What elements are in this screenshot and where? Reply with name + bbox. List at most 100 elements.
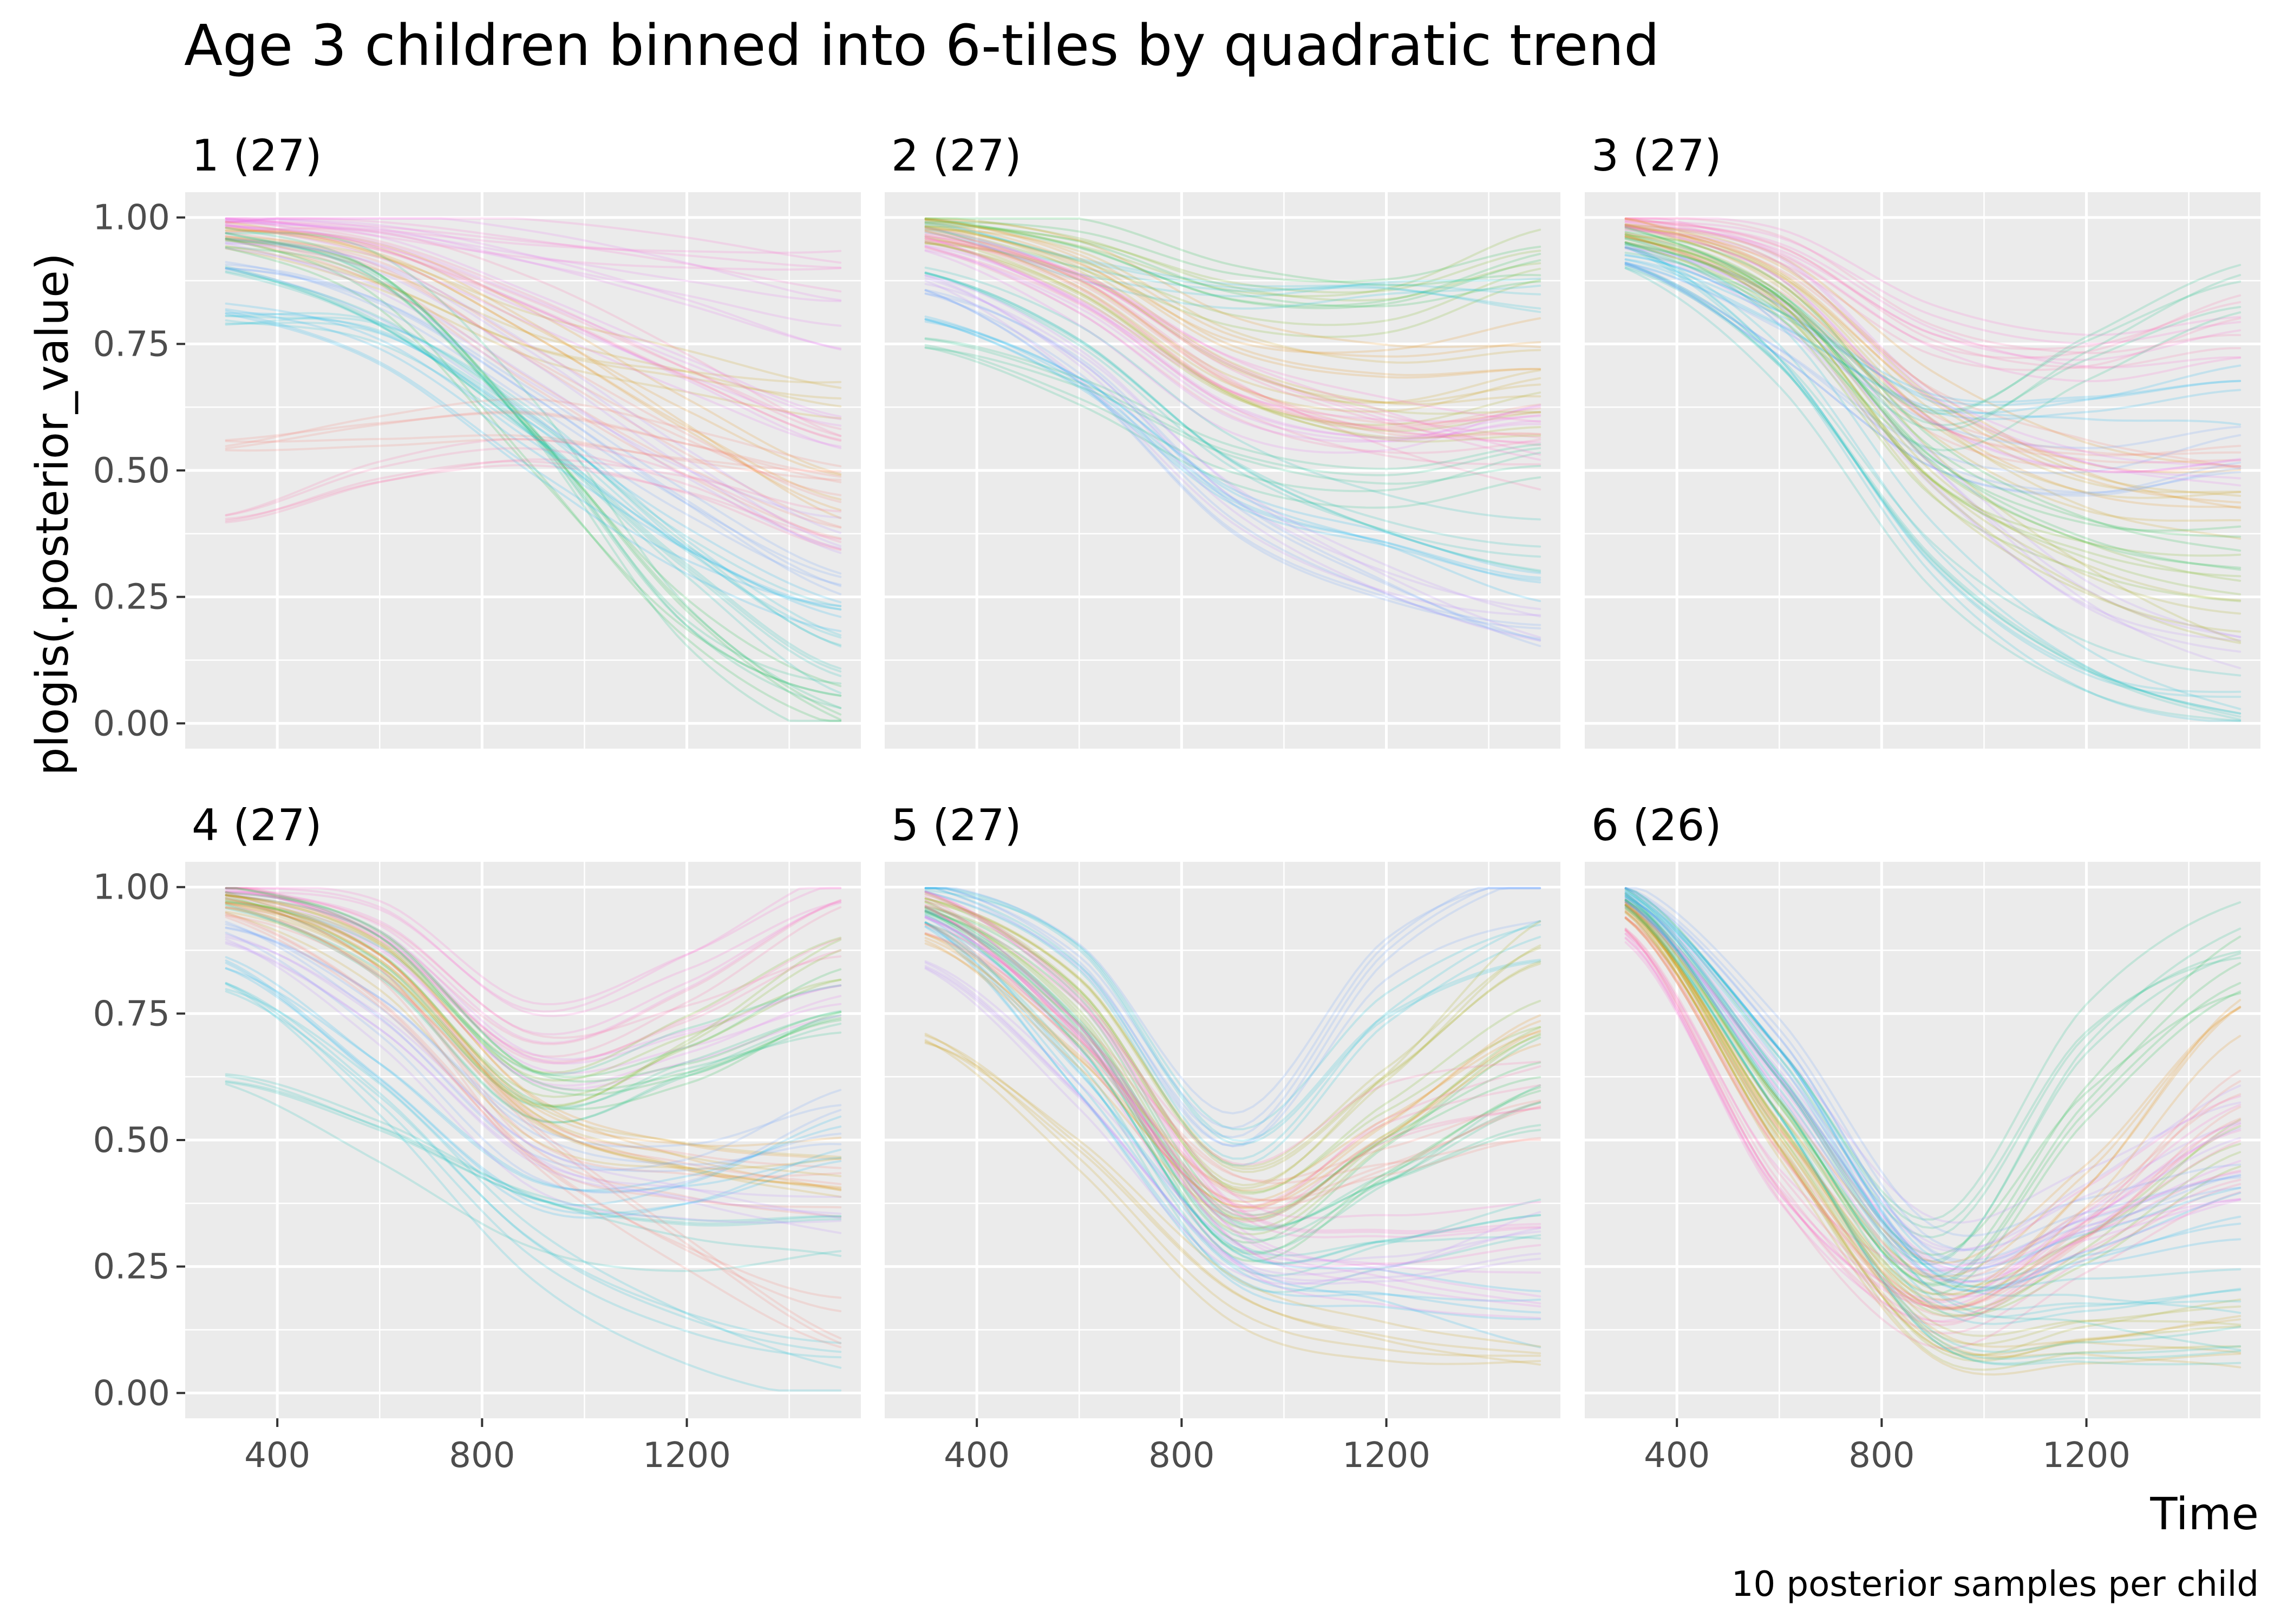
series-line: [1624, 224, 2242, 468]
series-line: [225, 896, 842, 1110]
series-line: [924, 236, 1541, 423]
series-line: [1624, 217, 2242, 355]
series-line: [924, 225, 1541, 310]
series-line: [225, 932, 842, 1194]
series-line: [225, 217, 842, 271]
series-line: [924, 292, 1541, 647]
series-line: [1624, 246, 2242, 639]
series-line: [225, 224, 842, 421]
series-line: [1624, 887, 2242, 1265]
series-line: [1624, 253, 2242, 403]
series-line: [1624, 887, 2242, 1252]
series-line: [225, 1080, 842, 1222]
series-line: [924, 231, 1541, 298]
series-line: [924, 890, 1541, 1239]
series-line: [1624, 267, 2242, 721]
series-line: [924, 241, 1541, 443]
series-line: [924, 277, 1541, 611]
x-tick-label: 1200: [1342, 1436, 1430, 1476]
series-line: [225, 914, 842, 1340]
series-line: [225, 888, 842, 1075]
series-line: [225, 983, 842, 1392]
y-tick-label: 0.50: [93, 1121, 171, 1161]
series-line: [1624, 890, 2242, 1293]
series-line: [1624, 937, 2242, 1308]
x-tick-label: 400: [1644, 1436, 1710, 1476]
x-axis-title: Time: [2149, 1489, 2259, 1540]
series-line: [1624, 899, 2242, 1351]
series-line: [225, 224, 842, 441]
series-line: [225, 887, 842, 1013]
series-line: [225, 911, 842, 1191]
series-line: [225, 907, 842, 1111]
y-tick-label: 0.25: [93, 1247, 171, 1287]
series-line: [924, 915, 1541, 1308]
series-line: [1624, 229, 2242, 480]
y-tick-label: 0.75: [93, 324, 171, 364]
series-line: [924, 218, 1541, 358]
series-line: [924, 933, 1541, 1192]
series-line: [225, 247, 842, 420]
facet-panel: 5 (27) 400 800 1200: [885, 800, 1560, 1476]
series-line: [924, 914, 1541, 1265]
series-line: [225, 223, 842, 448]
facet-panel: 3 (27): [1585, 130, 2260, 749]
series-line: [1624, 904, 2242, 1353]
series-line: [1624, 233, 2242, 595]
series-line: [924, 231, 1541, 428]
series-line: [924, 891, 1541, 1190]
series-line: [924, 965, 1541, 1282]
series-line: [1624, 246, 2242, 431]
series-line: [225, 321, 842, 639]
series-line: [1624, 224, 2242, 474]
series-line: [225, 438, 842, 473]
facet-strip-label: 6 (26): [1591, 800, 1722, 850]
series-line: [225, 1073, 842, 1258]
series-line: [225, 967, 842, 1193]
series-line: [225, 967, 842, 1215]
series-line: [225, 308, 842, 611]
series-line: [225, 227, 842, 512]
series-line: [924, 910, 1541, 1220]
series-line: [1624, 235, 2242, 457]
x-tick-label: 800: [449, 1436, 515, 1476]
series-line: [225, 267, 842, 673]
facet-strip-label: 1 (27): [192, 130, 322, 181]
series-line: [1624, 233, 2242, 538]
series-line: [1624, 218, 2242, 504]
series-line: [225, 265, 842, 670]
series-line: [1624, 228, 2242, 470]
series-line: [225, 227, 842, 437]
series-line: [1624, 263, 2242, 497]
series-line: [1624, 887, 2242, 1229]
series-line: [1624, 903, 2242, 1265]
series-line: [1624, 901, 2242, 1267]
series-line: [924, 246, 1541, 466]
series-line: [924, 222, 1541, 313]
series-line: [924, 240, 1541, 491]
series-line: [924, 960, 1541, 1262]
series-line: [1624, 232, 2242, 456]
series-line: [1624, 223, 2242, 497]
series-line: [924, 228, 1541, 296]
series-line: [924, 315, 1541, 584]
series-line: [1624, 258, 2242, 421]
series-line: [924, 942, 1541, 1209]
series-line: [225, 312, 842, 648]
series-line: [924, 226, 1541, 338]
series-line: [225, 217, 842, 264]
series-line: [924, 908, 1541, 1241]
series-line: [1624, 911, 2242, 1371]
series-line: [924, 923, 1541, 1184]
series-line: [1624, 242, 2242, 638]
series-line: [1624, 246, 2242, 715]
series-line: [1624, 217, 2242, 383]
series-line: [924, 1034, 1541, 1366]
series-line: [1624, 887, 2242, 1278]
series-line: [225, 237, 842, 540]
series-line: [924, 939, 1541, 1220]
series-line: [924, 900, 1541, 1170]
series-line: [225, 235, 842, 389]
series-line: [924, 279, 1541, 617]
series-line: [924, 234, 1541, 423]
